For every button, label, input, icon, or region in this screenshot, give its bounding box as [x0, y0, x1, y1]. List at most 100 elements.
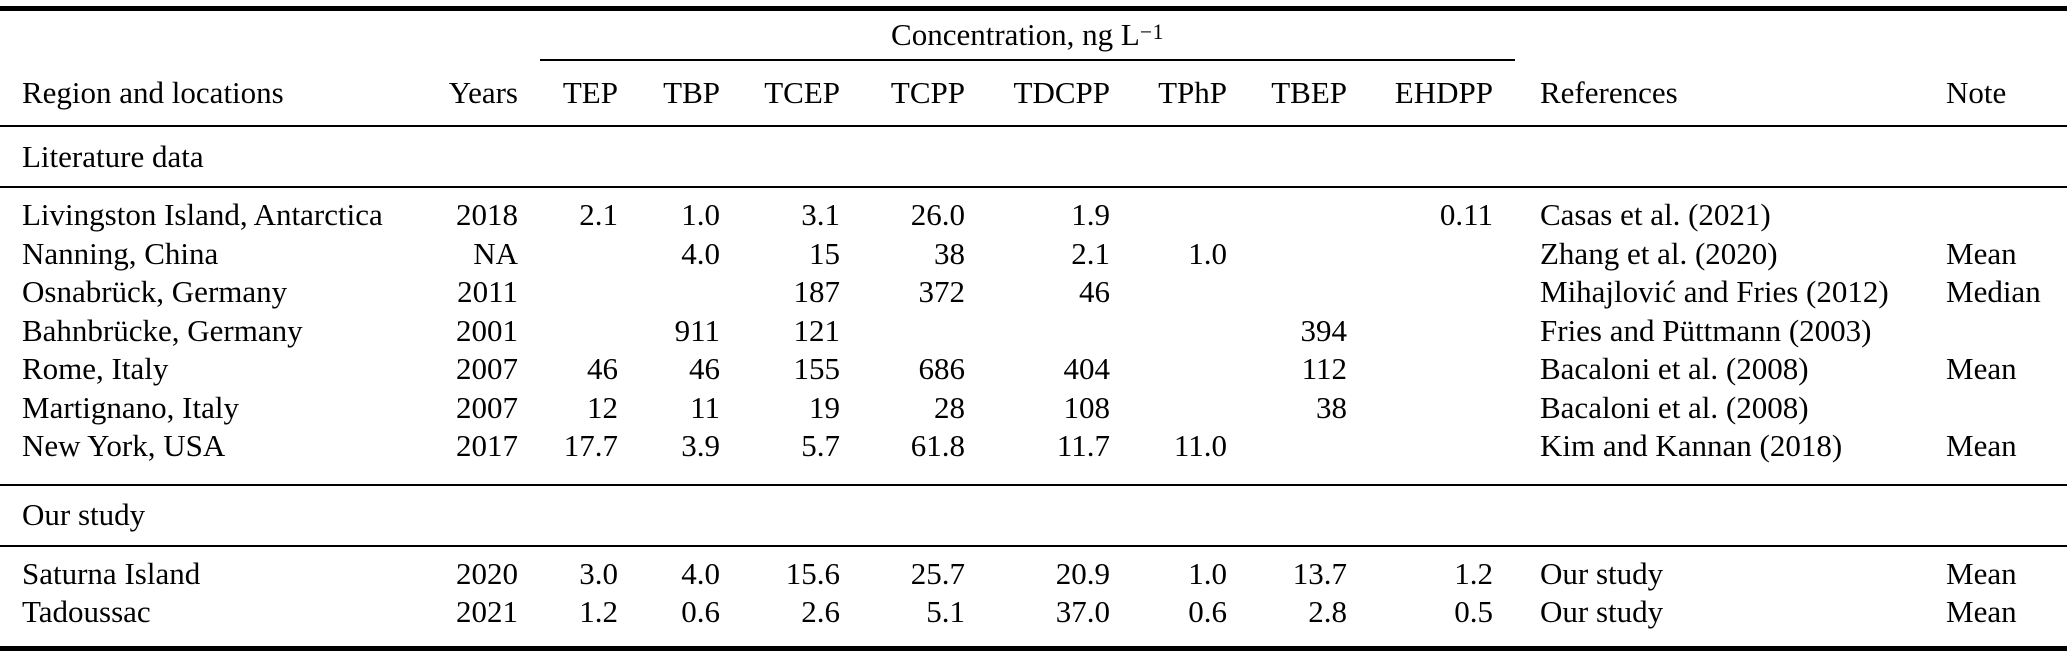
cell-tphp: 11.0	[1173, 428, 1227, 464]
cell-tbp: 1.0	[681, 197, 720, 233]
cell-tcpp: 25.7	[910, 555, 965, 591]
table-top-rule	[0, 6, 2067, 11]
cell-note: Mean	[1946, 428, 2017, 464]
cell-tcep: 3.1	[801, 197, 840, 233]
cell-tbep: 2.8	[1308, 594, 1347, 630]
cell-note: Mean	[1946, 594, 2017, 630]
cell-tdcpp: 108	[1063, 389, 1111, 425]
cell-tcep: 2.6	[801, 594, 840, 630]
cell-note: Median	[1946, 274, 2041, 310]
col-header-note: Note	[1946, 75, 2007, 110]
cell-tep: 12	[587, 389, 618, 425]
table-bottom-rule	[0, 645, 2067, 651]
cell-tep: 46	[587, 351, 618, 387]
concentration-spanner-row: Concentration, ng L−1	[0, 11, 2067, 59]
cell-tbep: 112	[1301, 351, 1347, 387]
cell-tbp: 3.9	[681, 428, 720, 464]
cell-years: 2017	[456, 428, 518, 464]
cell-tcep: 5.7	[801, 428, 840, 464]
cell-years: 2007	[456, 389, 518, 425]
cell-reference: Our study	[1540, 555, 1664, 591]
cell-tcep: 121	[793, 312, 841, 348]
cell-tbep: 13.7	[1292, 555, 1347, 591]
cell-ehdpp: 0.11	[1439, 197, 1493, 233]
spanner-text: Concentration, ng L	[891, 17, 1140, 52]
cell-region: Bahnbrücke, Germany	[22, 312, 303, 348]
cell-tdcpp: 37.0	[1055, 594, 1110, 630]
cell-region: Livingston Island, Antarctica	[22, 197, 383, 233]
cell-years: 2018	[456, 197, 518, 233]
table-row: Rome, Italy 2007 46 46 155 686 404 112 Bacaloni …	[0, 350, 2067, 389]
cell-region: Saturna Island	[22, 555, 201, 591]
cell-tcpp: 26.0	[910, 197, 965, 233]
our-study-rows: Saturna Island 2020 3.0 4.0 15.6 25.7 20.9 1.0 1…	[0, 547, 2067, 646]
col-header-years: Years	[448, 75, 518, 110]
section-label: Literature data	[22, 138, 204, 174]
cell-tdcpp: 11.7	[1056, 428, 1110, 464]
col-header-tcep: TCEP	[764, 75, 840, 110]
cell-reference: Fries and Püttmann (2003)	[1540, 312, 1872, 348]
cell-reference: Kim and Kannan (2018)	[1540, 428, 1843, 464]
cell-tbp: 4.0	[681, 235, 720, 271]
concentration-spanner-rule	[540, 59, 1515, 61]
cell-tcep: 155	[793, 351, 841, 387]
cell-tcpp: 686	[918, 351, 966, 387]
cell-tphp: 1.0	[1188, 235, 1227, 271]
literature-data-rows: Livingston Island, Antarctica 2018 2.1 1.0 3…	[0, 188, 2067, 484]
cell-tdcpp: 1.9	[1071, 197, 1110, 233]
col-header-tbp: TBP	[663, 75, 720, 110]
cell-years: 2001	[456, 312, 518, 348]
our-study-section-rule	[0, 544, 2067, 547]
cell-ehdpp: 1.2	[1454, 555, 1493, 591]
cell-years: 2021	[456, 594, 518, 630]
cell-tbep: 38	[1316, 389, 1347, 425]
cell-tep: 1.2	[579, 594, 618, 630]
cell-tbp: 911	[674, 312, 720, 348]
cell-region: Osnabrück, Germany	[22, 274, 288, 310]
section-label: Our study	[22, 497, 146, 532]
cell-tdcpp: 46	[1079, 274, 1110, 310]
literature-section-rule	[0, 186, 2067, 188]
table-row: Osnabrück, Germany 2011 187 372 46 Mihajlović…	[0, 273, 2067, 312]
col-header-tphp: TPhP	[1158, 75, 1227, 110]
cell-tcpp: 38	[934, 235, 965, 271]
cell-reference: Our study	[1540, 594, 1664, 630]
cell-tbp: 0.6	[681, 594, 720, 630]
cell-ehdpp: 0.5	[1454, 594, 1493, 630]
cell-note: Mean	[1946, 235, 2017, 271]
col-header-tbep: TBEP	[1271, 75, 1347, 110]
cell-tbp: 4.0	[681, 555, 720, 591]
cell-tdcpp: 2.1	[1071, 235, 1110, 271]
col-header-region: Region and locations	[22, 75, 284, 110]
section-header-literature-data: Literature data	[0, 127, 2067, 186]
cell-region: New York, USA	[22, 428, 226, 464]
cell-tcep: 19	[809, 389, 840, 425]
cell-tcpp: 5.1	[926, 594, 965, 630]
table-row: Tadoussac 2021 1.2 0.6 2.6 5.1 37.0 0.6 2.8 0.5 Ou…	[0, 593, 2067, 632]
cell-note: Mean	[1946, 555, 2017, 591]
cell-reference: Mihajlović and Fries (2012)	[1540, 274, 1889, 310]
section-header-our-study: Our study	[0, 486, 2067, 545]
col-header-tdcpp: TDCPP	[1013, 75, 1110, 110]
col-header-tep: TEP	[562, 75, 618, 110]
col-header-reference: References	[1540, 75, 1678, 110]
table-row: Nanning, China NA 4.0 15 38 2.1 1.0 Zhang et al…	[0, 235, 2067, 274]
header-bottom-rule	[0, 125, 2067, 127]
cell-years: 2020	[456, 555, 518, 591]
cell-tbep: 394	[1300, 312, 1348, 348]
cell-years: NA	[473, 235, 518, 271]
cell-tphp: 0.6	[1188, 594, 1227, 630]
concentration-spanner-label: Concentration, ng L−1	[540, 17, 1515, 53]
cell-tep: 2.1	[579, 197, 618, 233]
cell-note: Mean	[1946, 351, 2017, 387]
cell-tep: 3.0	[579, 555, 618, 591]
cell-tbp: 46	[689, 351, 720, 387]
cell-tcep: 15	[809, 235, 840, 271]
spanner-superscript: −1	[1139, 20, 1164, 44]
table-row: Bahnbrücke, Germany 2001 911 121 394 Fries an…	[0, 312, 2067, 351]
cell-reference: Bacaloni et al. (2008)	[1540, 351, 1809, 387]
cell-tdcpp: 20.9	[1055, 555, 1110, 591]
table-header-row: Region and locations Years TEP TBP TCEP TCPP T…	[0, 61, 2067, 125]
table-row: Livingston Island, Antarctica 2018 2.1 1.0 3…	[0, 196, 2067, 235]
